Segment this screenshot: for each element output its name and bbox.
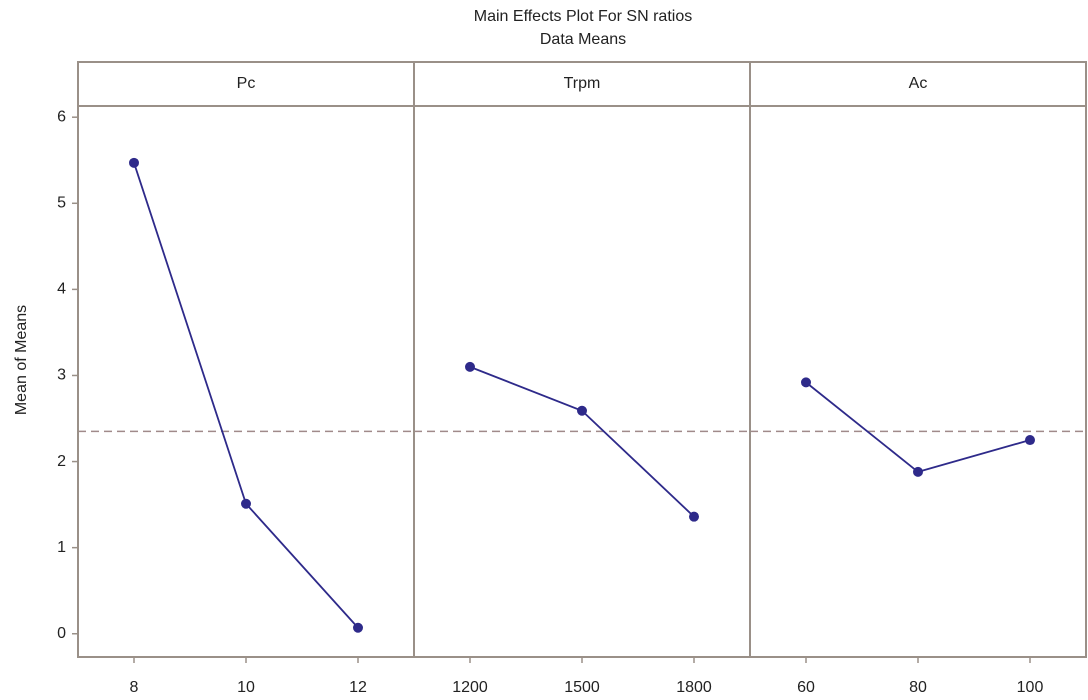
point <box>353 622 363 633</box>
x-tick-label: 8 <box>130 679 139 696</box>
chart-subtitle: Data Means <box>540 31 626 48</box>
x-tick-label: 80 <box>909 679 927 696</box>
panel-frame <box>749 61 1087 658</box>
x-tick-label: 1800 <box>676 679 712 696</box>
chart-title: Main Effects Plot For SN ratios <box>474 8 692 25</box>
y-tick-label: 5 <box>57 195 66 212</box>
point <box>577 405 587 416</box>
point <box>689 511 699 522</box>
x-tick-label: 10 <box>237 679 255 696</box>
panel-label: Pc <box>237 75 256 92</box>
x-tick-label: 1500 <box>564 679 600 696</box>
y-tick-label: 2 <box>57 453 66 470</box>
point <box>1025 435 1035 446</box>
x-tick-label: 12 <box>349 679 367 696</box>
point <box>241 498 251 509</box>
panel-frame <box>77 61 415 658</box>
y-tick-label: 6 <box>57 108 66 125</box>
series-line <box>469 366 695 518</box>
panel-frame <box>413 61 751 658</box>
point <box>801 377 811 388</box>
y-axis-label: Mean of Means <box>13 305 30 415</box>
panel-label: Ac <box>909 75 928 92</box>
series-line <box>133 162 359 629</box>
y-tick-label: 4 <box>57 281 66 298</box>
series-line <box>805 381 1031 473</box>
y-tick-label: 1 <box>57 539 66 556</box>
point <box>465 361 475 372</box>
panel-label: Trpm <box>564 75 601 92</box>
x-tick-label: 60 <box>797 679 815 696</box>
x-tick-label: 100 <box>1017 679 1044 696</box>
point <box>913 466 923 477</box>
y-tick-label: 3 <box>57 367 66 384</box>
x-tick-label: 1200 <box>452 679 488 696</box>
point <box>129 157 139 168</box>
y-tick-label: 0 <box>57 625 66 642</box>
